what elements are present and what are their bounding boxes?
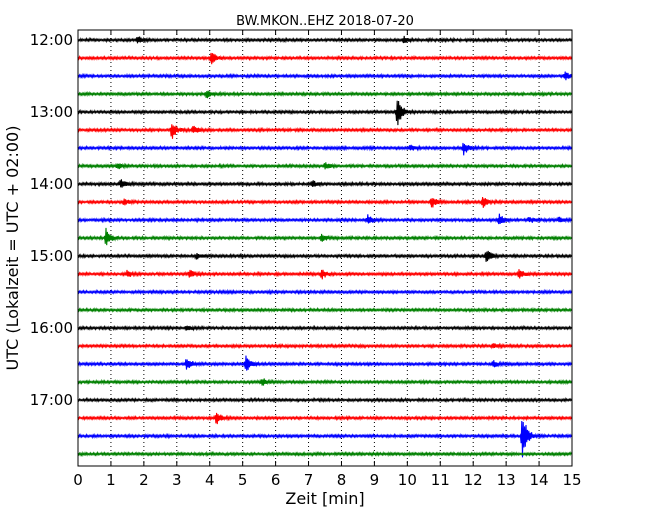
trace-1730	[77, 420, 573, 458]
traces	[77, 35, 573, 458]
x-tick-label: 2	[139, 471, 149, 489]
x-tick-label: 8	[337, 471, 347, 489]
x-tick-label: 13	[497, 471, 516, 489]
y-tick-label: 16:00	[30, 319, 73, 337]
y-tick-label: 12:00	[30, 31, 73, 49]
trace-1700	[77, 396, 573, 404]
x-tick-label: 7	[304, 471, 314, 489]
trace-1600	[77, 324, 572, 332]
y-tick-label: 17:00	[30, 391, 73, 409]
y-tick-label: 15:00	[30, 247, 73, 265]
trace-1245	[77, 90, 573, 99]
trace-1745	[77, 450, 573, 458]
y-tick-label: 14:00	[30, 175, 73, 193]
trace-1315	[77, 124, 573, 139]
trace-1615	[77, 342, 573, 350]
x-tick-label: 4	[205, 471, 215, 489]
chart-title: BW.MKON..EHZ 2018-07-20	[236, 14, 414, 29]
trace-1445	[77, 227, 572, 246]
trace-1230	[77, 71, 573, 81]
x-tick-label: 11	[431, 471, 450, 489]
trace-1345	[77, 162, 573, 170]
x-tick-label: 10	[398, 471, 417, 489]
x-axis-label: Zeit [min]	[285, 489, 364, 508]
x-axis-ticks: 0 1 2 3 4 5 6 7 8 9 10 11 12 13 14 15	[73, 30, 582, 489]
x-tick-label: 14	[530, 471, 549, 489]
x-tick-label: 3	[172, 471, 182, 489]
trace-1200	[77, 35, 573, 44]
x-tick-label: 9	[370, 471, 380, 489]
trace-1515	[77, 269, 573, 280]
x-tick-label: 5	[238, 471, 248, 489]
y-axis-label: UTC (Lokalzeit = UTC + 02:00)	[3, 126, 22, 371]
x-tick-label: 15	[562, 471, 581, 489]
trace-1330	[77, 142, 573, 156]
trace-1500	[77, 250, 573, 262]
trace-1630	[77, 355, 573, 371]
x-tick-label: 1	[106, 471, 116, 489]
trace-1215	[77, 52, 573, 65]
vertical-grid	[110, 30, 540, 466]
x-tick-label: 6	[271, 471, 281, 489]
x-tick-label: 12	[464, 471, 483, 489]
trace-1545	[77, 306, 573, 314]
trace-1400	[77, 179, 573, 188]
y-axis-ticks: 12:00 13:00 14:00 15:00 16:00 17:00	[30, 31, 572, 409]
trace-1430	[77, 213, 573, 225]
trace-1530	[77, 288, 573, 296]
trace-1645	[77, 378, 573, 386]
trace-1715	[77, 412, 573, 425]
plot-frame	[77, 29, 573, 467]
x-tick-label: 0	[73, 471, 83, 489]
trace-1415	[77, 197, 573, 208]
trace-1300	[77, 100, 573, 126]
y-tick-label: 13:00	[30, 103, 73, 121]
